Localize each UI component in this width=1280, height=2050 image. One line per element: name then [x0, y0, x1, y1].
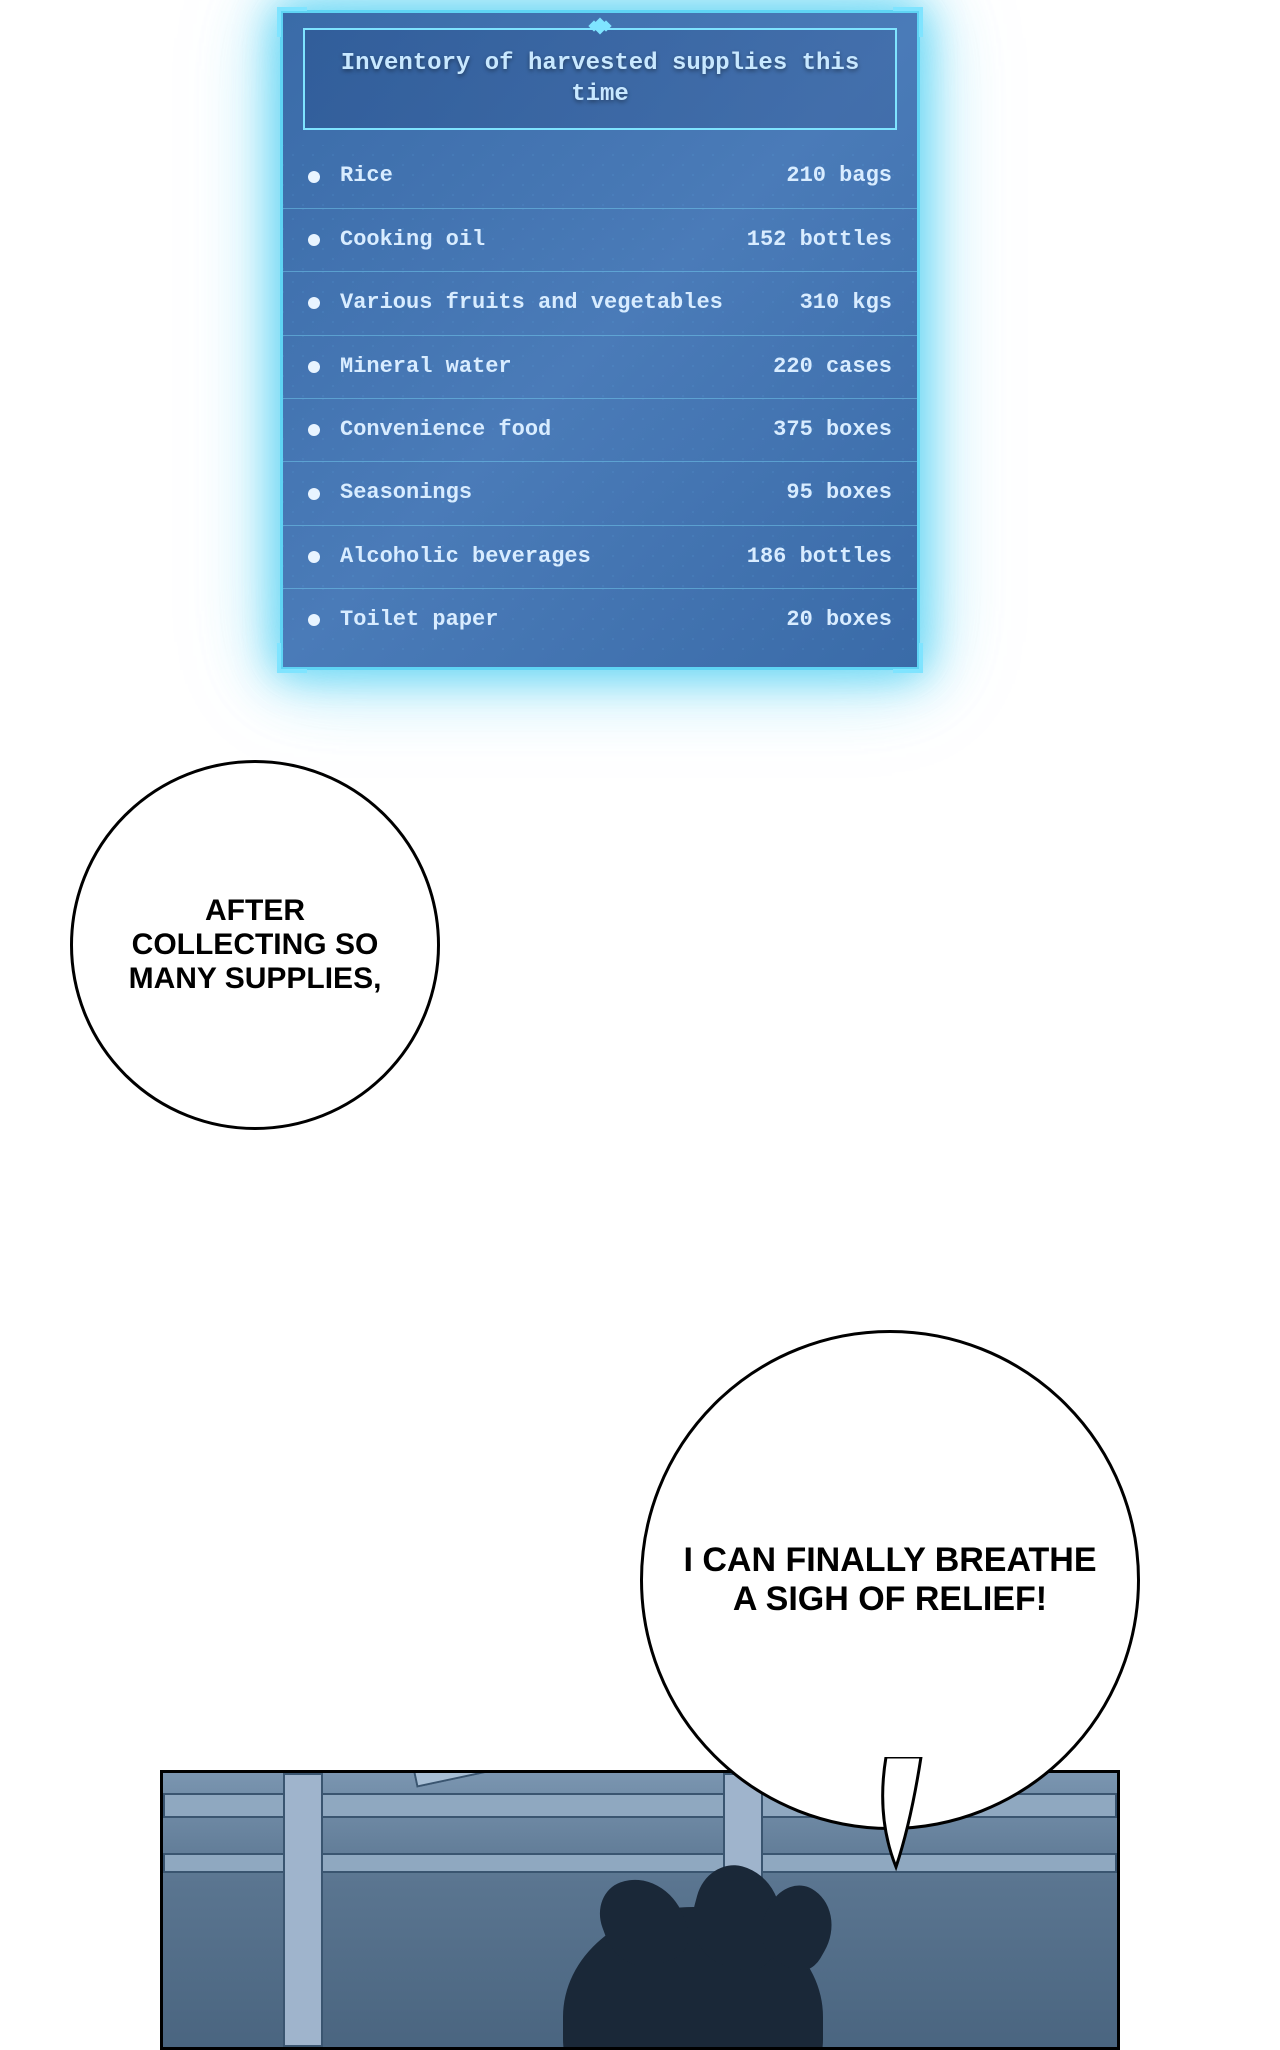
bullet-icon	[308, 614, 320, 626]
inventory-row: Mineral water 220 cases	[283, 336, 917, 399]
item-name: Seasonings	[340, 480, 752, 506]
speech-bubble: I CAN FINALLY BREATHE A SIGH OF RELIEF!	[640, 1330, 1140, 1830]
panel-corner-icon	[893, 643, 923, 673]
speech-text: I CAN FINALLY BREATHE A SIGH OF RELIEF!	[683, 1541, 1097, 1619]
inventory-row: Convenience food 375 boxes	[283, 399, 917, 462]
item-qty: 210 bags	[752, 163, 892, 189]
diamond-ornament-icon	[592, 20, 608, 32]
item-qty: 310 kgs	[752, 290, 892, 316]
item-name: Mineral water	[340, 354, 752, 380]
bullet-icon	[308, 297, 320, 309]
bullet-icon	[308, 551, 320, 563]
inventory-title: Inventory of harvested supplies this tim…	[303, 28, 897, 130]
inventory-row: Rice 210 bags	[283, 145, 917, 208]
speech-text: AFTER COLLECTING SO MANY SUPPLIES,	[113, 894, 397, 996]
speech-bubble: AFTER COLLECTING SO MANY SUPPLIES,	[70, 760, 440, 1130]
inventory-panel: Inventory of harvested supplies this tim…	[280, 10, 920, 670]
inventory-row: Toilet paper 20 boxes	[283, 589, 917, 651]
inventory-row: Alcoholic beverages 186 bottles	[283, 526, 917, 589]
bullet-icon	[308, 488, 320, 500]
panel-corner-icon	[893, 7, 923, 37]
bullet-icon	[308, 234, 320, 246]
item-name: Cooking oil	[340, 227, 747, 253]
inventory-title-text: Inventory of harvested supplies this tim…	[341, 50, 859, 108]
item-qty: 152 bottles	[747, 227, 892, 253]
inventory-row: Cooking oil 152 bottles	[283, 209, 917, 272]
item-name: Rice	[340, 163, 752, 189]
inventory-row: Various fruits and vegetables 310 kgs	[283, 272, 917, 335]
bullet-icon	[308, 361, 320, 373]
inventory-list: Rice 210 bags Cooking oil 152 bottles Va…	[283, 145, 917, 666]
item-qty: 20 boxes	[752, 607, 892, 633]
bullet-icon	[308, 424, 320, 436]
panel-corner-icon	[277, 643, 307, 673]
item-name: Convenience food	[340, 417, 752, 443]
item-name: Toilet paper	[340, 607, 752, 633]
bullet-icon	[308, 171, 320, 183]
item-qty: 220 cases	[752, 354, 892, 380]
item-name: Alcoholic beverages	[340, 544, 747, 570]
hair-icon	[590, 1866, 696, 1978]
character-silhouette	[563, 1907, 823, 2050]
speech-tail-icon	[866, 1757, 946, 1877]
inventory-row: Seasonings 95 boxes	[283, 462, 917, 525]
item-qty: 95 boxes	[752, 480, 892, 506]
support-pillar	[283, 1773, 323, 2047]
item-qty: 375 boxes	[752, 417, 892, 443]
item-qty: 186 bottles	[747, 544, 892, 570]
item-name: Various fruits and vegetables	[340, 290, 752, 316]
